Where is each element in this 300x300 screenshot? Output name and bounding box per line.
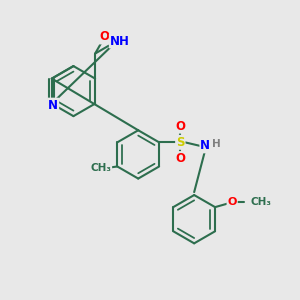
Text: H: H [212,139,221,149]
Text: O: O [100,31,110,44]
Text: CH₃: CH₃ [91,163,112,173]
Text: O: O [227,197,237,207]
Text: N: N [48,99,58,112]
Text: O: O [175,120,185,133]
Text: NH: NH [110,34,130,48]
Text: O: O [175,152,185,165]
Text: S: S [176,136,184,149]
Text: N: N [200,140,210,152]
Text: CH₃: CH₃ [251,197,272,207]
